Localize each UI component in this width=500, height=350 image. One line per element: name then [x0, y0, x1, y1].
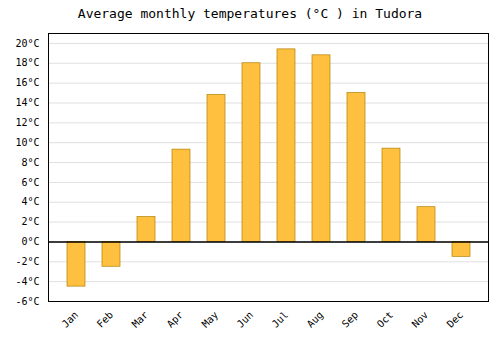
svg-text:Apr: Apr [165, 309, 186, 330]
svg-text:Sep: Sep [340, 309, 361, 330]
svg-text:4°C: 4°C [21, 196, 39, 207]
svg-text:14°C: 14°C [15, 97, 39, 108]
svg-text:18°C: 18°C [15, 57, 39, 68]
svg-text:0°C: 0°C [21, 236, 39, 247]
svg-text:Oct: Oct [375, 309, 396, 330]
svg-text:6°C: 6°C [21, 177, 39, 188]
svg-text:Aug: Aug [305, 309, 326, 330]
svg-text:-4°C: -4°C [15, 276, 39, 287]
svg-text:20°C: 20°C [15, 38, 39, 49]
svg-text:Mar: Mar [130, 309, 151, 330]
svg-text:Jul: Jul [270, 309, 291, 330]
svg-text:16°C: 16°C [15, 77, 39, 88]
svg-text:Jan: Jan [60, 309, 81, 330]
svg-text:May: May [200, 309, 221, 330]
svg-text:Nov: Nov [410, 309, 431, 330]
svg-text:10°C: 10°C [15, 137, 39, 148]
svg-text:2°C: 2°C [21, 216, 39, 227]
svg-text:-2°C: -2°C [15, 256, 39, 267]
svg-text:12°C: 12°C [15, 117, 39, 128]
svg-text:Feb: Feb [95, 309, 116, 330]
html-text:Average monthly temperatures (: Average monthly temperatures (°C ) in Tu… [77, 6, 423, 21]
svg-text:8°C: 8°C [21, 157, 39, 168]
svg-text:-6°C: -6°C [15, 296, 39, 307]
svg-text:Dec: Dec [445, 309, 466, 330]
svg-text:Jun: Jun [235, 309, 256, 330]
